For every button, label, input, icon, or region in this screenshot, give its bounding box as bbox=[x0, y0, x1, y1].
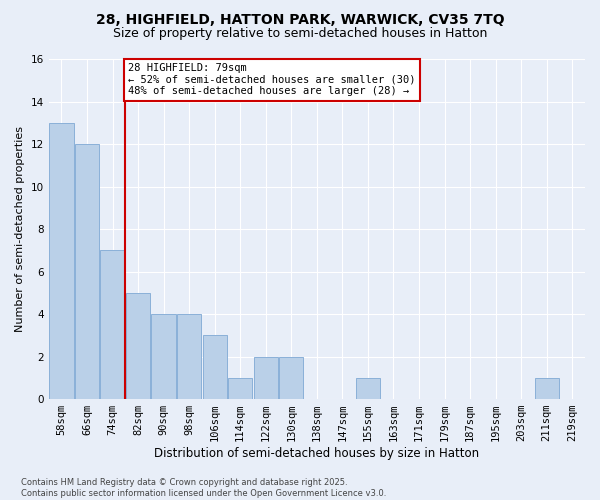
Bar bbox=[75, 144, 99, 399]
Bar bbox=[100, 250, 125, 399]
Bar bbox=[177, 314, 201, 399]
Text: Contains HM Land Registry data © Crown copyright and database right 2025.
Contai: Contains HM Land Registry data © Crown c… bbox=[21, 478, 386, 498]
X-axis label: Distribution of semi-detached houses by size in Hatton: Distribution of semi-detached houses by … bbox=[154, 447, 479, 460]
Bar bbox=[151, 314, 176, 399]
Text: Size of property relative to semi-detached houses in Hatton: Size of property relative to semi-detach… bbox=[113, 28, 487, 40]
Bar bbox=[279, 356, 304, 399]
Bar bbox=[126, 293, 150, 399]
Y-axis label: Number of semi-detached properties: Number of semi-detached properties bbox=[15, 126, 25, 332]
Bar bbox=[228, 378, 253, 399]
Bar bbox=[535, 378, 559, 399]
Bar bbox=[356, 378, 380, 399]
Bar bbox=[254, 356, 278, 399]
Bar bbox=[49, 123, 74, 399]
Bar bbox=[203, 336, 227, 399]
Text: 28 HIGHFIELD: 79sqm
← 52% of semi-detached houses are smaller (30)
48% of semi-d: 28 HIGHFIELD: 79sqm ← 52% of semi-detach… bbox=[128, 64, 415, 96]
Text: 28, HIGHFIELD, HATTON PARK, WARWICK, CV35 7TQ: 28, HIGHFIELD, HATTON PARK, WARWICK, CV3… bbox=[95, 12, 505, 26]
